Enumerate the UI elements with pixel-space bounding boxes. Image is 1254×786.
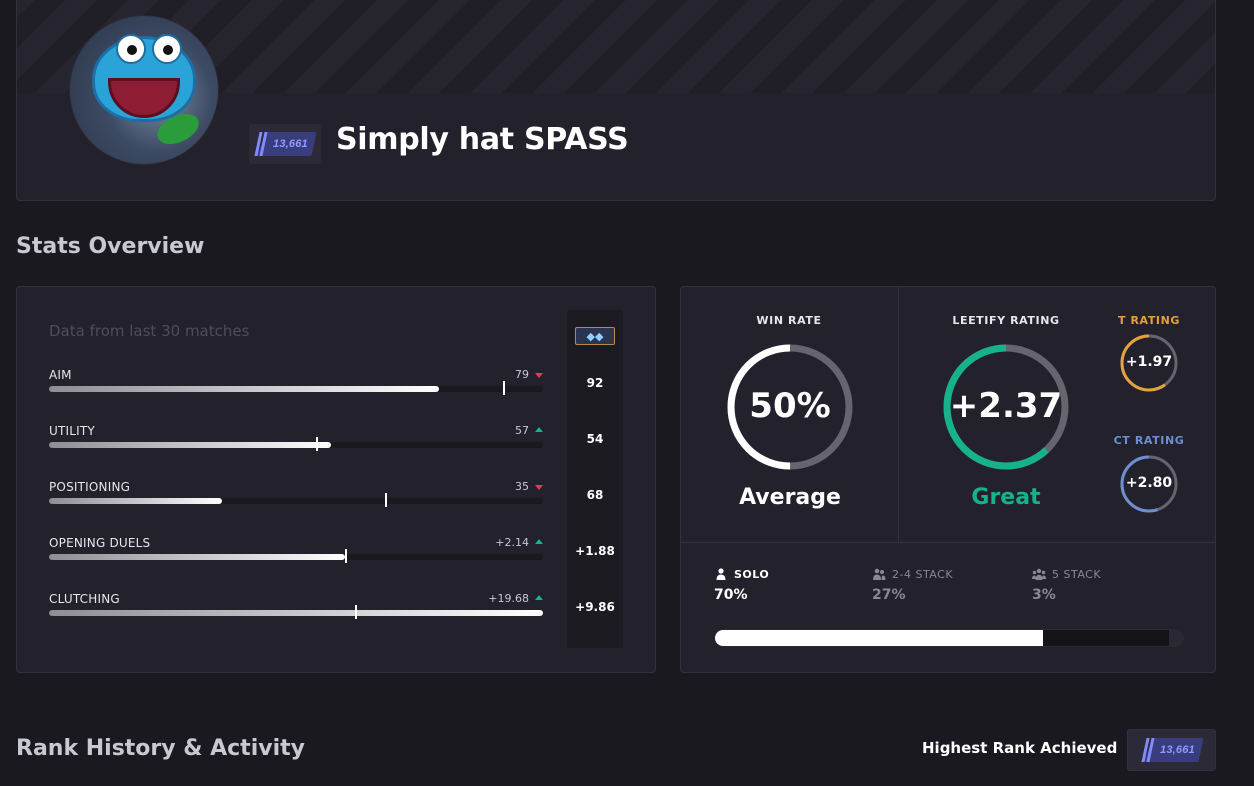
player-name: Simply hat SPASS xyxy=(336,122,629,157)
avatar-eye-shape xyxy=(116,34,146,64)
ct-rating-label: CT RATING xyxy=(1113,434,1185,447)
stats-subtitle: Data from last 30 matches xyxy=(49,322,250,340)
benchmark-marker xyxy=(345,549,347,563)
skill-value: 57 xyxy=(515,424,529,437)
skill-row[interactable]: CLUTCHING +19.68 xyxy=(49,592,543,632)
benchmark-marker xyxy=(316,437,318,451)
ct-rating-value: +2.80 xyxy=(1125,475,1173,491)
win-rate-value: 50% xyxy=(749,386,831,426)
rank-emblem-icon: ◆◆ xyxy=(575,327,615,345)
ratings-card: WIN RATE 50% Average LEETIFY RATING +2.3… xyxy=(680,286,1216,673)
leetify-rating-label: LEETIFY RATING xyxy=(952,314,1060,327)
skill-label: OPENING DUELS xyxy=(49,536,151,550)
skill-value: 79 xyxy=(515,368,529,381)
rank-history-title: Rank History & Activity xyxy=(16,736,305,761)
ring-fill xyxy=(727,344,853,470)
highest-rank-value: 13,661 xyxy=(1159,744,1194,756)
rank-value: 13,661 xyxy=(272,138,308,150)
trend-up-icon xyxy=(535,539,543,544)
solo-value: 70% xyxy=(714,587,748,603)
avatar-eye-shape xyxy=(152,34,182,64)
ring-fill xyxy=(1120,334,1178,392)
benchmark-marker xyxy=(385,493,387,507)
leetify-rating-ring xyxy=(943,344,1069,470)
divider xyxy=(898,287,899,542)
win-rate-description: Average xyxy=(739,485,841,510)
skill-value: 35 xyxy=(515,480,529,493)
two-people-icon xyxy=(873,568,886,580)
skill-bar-fill xyxy=(49,610,543,616)
skill-bar-track xyxy=(49,437,543,451)
highest-rank-label: Highest Rank Achieved xyxy=(922,739,1118,757)
skill-bar-fill xyxy=(49,386,439,392)
two-four-stack-value: 27% xyxy=(872,587,906,603)
rank-average-value: 68 xyxy=(586,488,604,502)
skill-label: POSITIONING xyxy=(49,480,131,494)
t-rating-label: T RATING xyxy=(1117,314,1181,327)
two-four-stack-label: 2-4 STACK xyxy=(892,568,954,581)
skill-bar-fill xyxy=(49,554,345,560)
single-person-icon xyxy=(716,568,726,580)
t-rating-value: +1.97 xyxy=(1125,354,1173,370)
trend-down-icon xyxy=(535,485,543,490)
avatar[interactable] xyxy=(69,15,219,165)
trend-up-icon xyxy=(535,595,543,600)
stats-overview-title: Stats Overview xyxy=(16,234,205,259)
skill-bar-track xyxy=(49,605,543,619)
skill-label: CLUTCHING xyxy=(49,592,120,606)
skill-label: UTILITY xyxy=(49,424,95,438)
divider xyxy=(681,542,1215,543)
skill-row[interactable]: UTILITY 57 xyxy=(49,424,543,464)
skill-bar-track xyxy=(49,549,543,563)
leetify-rating-value: +2.37 xyxy=(949,386,1063,426)
rank-average-value: +9.86 xyxy=(575,600,615,614)
premier-rank-badge: 13,661 xyxy=(249,124,321,164)
five-stack-segment xyxy=(1169,630,1183,646)
five-stack-label: 5 STACK xyxy=(1052,568,1102,581)
benchmark-marker xyxy=(355,605,357,619)
skill-bar-track xyxy=(49,381,543,395)
two-four-stack-segment xyxy=(1043,630,1169,646)
skill-value: +19.68 xyxy=(488,592,529,605)
highest-rank-badge: 13,661 xyxy=(1127,729,1216,771)
benchmark-marker xyxy=(503,381,505,395)
profile-header: 13,661 Simply hat SPASS xyxy=(16,0,1216,201)
skill-bar-fill xyxy=(49,442,331,448)
solo-label: SOLO xyxy=(734,568,770,581)
skill-label: AIM xyxy=(49,368,72,382)
rank-average-value: 92 xyxy=(586,376,604,390)
skill-bar-fill xyxy=(49,498,222,504)
group-icon xyxy=(1032,568,1046,580)
trend-up-icon xyxy=(535,427,543,432)
ring-fill xyxy=(1120,455,1178,513)
win-rate-label: WIN RATE xyxy=(756,314,822,327)
five-stack-value: 3% xyxy=(1032,587,1056,603)
t-rating-ring xyxy=(1120,334,1178,392)
leetify-rating-description: Great xyxy=(971,485,1041,510)
skill-bar-track xyxy=(49,493,543,507)
skill-value: +2.14 xyxy=(495,536,529,549)
rank-average-value: +1.88 xyxy=(575,544,615,558)
rank-average-column: ◆◆ 92 54 68 +1.88 +9.86 xyxy=(567,310,623,648)
skills-card: Data from last 30 matches AIM 79 UTILITY 57… xyxy=(16,286,656,673)
win-rate-ring xyxy=(727,344,853,470)
solo-segment xyxy=(715,630,1043,646)
skill-row[interactable]: OPENING DUELS +2.14 xyxy=(49,536,543,576)
skill-row[interactable]: AIM 79 xyxy=(49,368,543,408)
skill-row[interactable]: POSITIONING 35 xyxy=(49,480,543,520)
ct-rating-ring xyxy=(1120,455,1178,513)
ring-fill xyxy=(943,344,1069,470)
stack-distribution-bar xyxy=(714,629,1184,647)
rank-average-value: 54 xyxy=(586,432,604,446)
trend-down-icon xyxy=(535,373,543,378)
